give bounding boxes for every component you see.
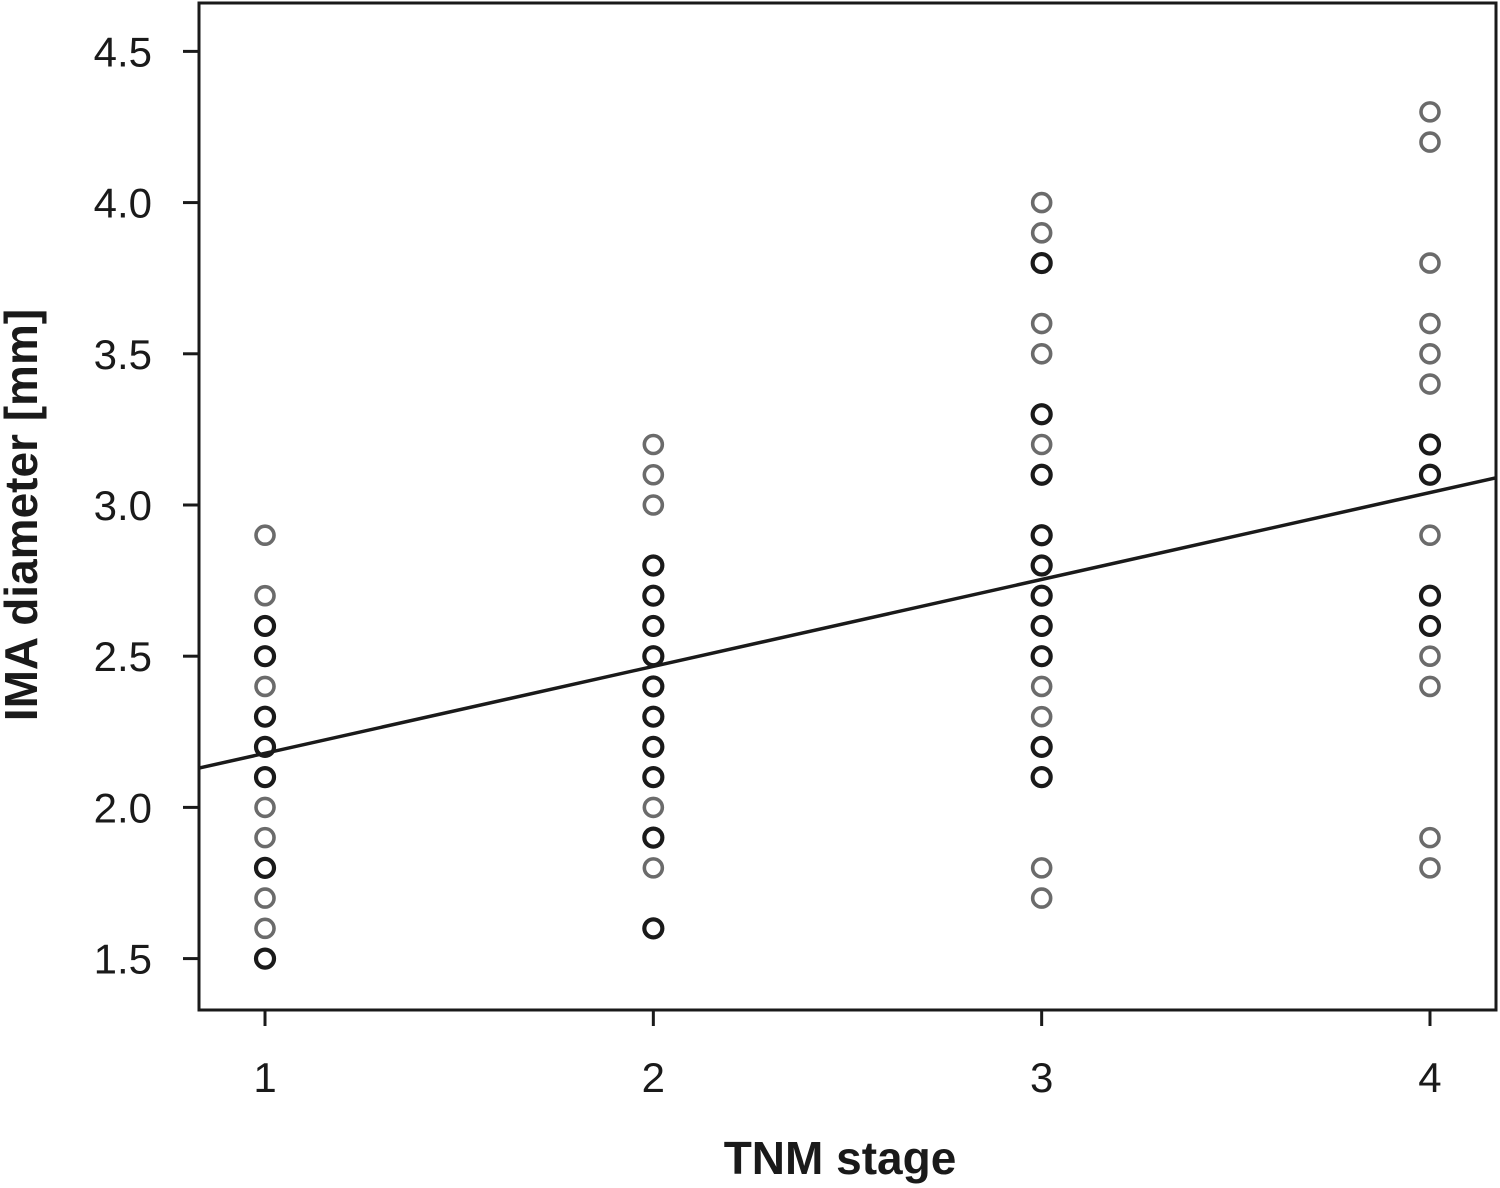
data-point (253, 645, 277, 668)
data-point (642, 826, 665, 849)
x-tick-label: 3 (1030, 1054, 1053, 1101)
y-tick-label: 1.5 (94, 936, 152, 983)
data-point (1418, 433, 1442, 456)
data-point (254, 524, 276, 547)
data-point (1419, 675, 1441, 698)
data-point (642, 494, 665, 516)
data-point (1030, 403, 1053, 426)
data-point (642, 584, 665, 607)
data-point (1030, 675, 1053, 698)
data-point (1419, 101, 1441, 123)
data-point (1030, 887, 1053, 909)
data-point (1030, 251, 1053, 275)
data-point (1418, 584, 1442, 607)
data-point (1419, 252, 1441, 274)
data-point (642, 614, 665, 638)
data-point (254, 796, 276, 819)
data-point (1419, 312, 1441, 335)
data-point (642, 675, 665, 698)
regression-line (198, 476, 1497, 770)
data-point (254, 675, 276, 698)
data-point (642, 735, 665, 759)
data-point (1419, 373, 1441, 395)
y-axis: 1.5 2.0 2.5 3.0 3.5 4.0 4.5 (94, 28, 199, 983)
data-point (1030, 584, 1053, 607)
data-point (254, 584, 276, 607)
data-point (642, 857, 665, 879)
data-point (1030, 766, 1053, 789)
data-point (1030, 524, 1053, 547)
data-point (1030, 342, 1053, 365)
data-point (253, 947, 277, 970)
x-axis: 1 2 3 4 (253, 1010, 1442, 1101)
y-tick-label: 3.5 (94, 331, 152, 378)
data-points (253, 101, 1442, 970)
data-point (254, 917, 276, 940)
data-point (253, 766, 277, 789)
data-point (1030, 614, 1053, 638)
data-point (1030, 554, 1053, 577)
x-tick-label: 4 (1418, 1054, 1441, 1101)
data-point (1030, 735, 1053, 759)
data-point (642, 796, 665, 819)
data-point (254, 826, 276, 849)
data-point (642, 645, 665, 668)
data-point (1030, 191, 1053, 214)
data-point (1419, 342, 1441, 365)
data-point (1419, 857, 1441, 879)
data-point (1030, 857, 1053, 879)
data-point (1030, 222, 1053, 244)
data-point (253, 735, 277, 759)
data-point (253, 856, 277, 879)
y-tick-label: 2.0 (94, 784, 152, 831)
data-point (642, 433, 665, 456)
data-point (642, 917, 665, 940)
data-point (1030, 463, 1053, 486)
y-tick-label: 2.5 (94, 633, 152, 680)
x-tick-label: 2 (642, 1054, 665, 1101)
data-point (642, 554, 665, 577)
y-tick-label: 4.0 (94, 180, 152, 227)
data-point (1030, 433, 1053, 456)
x-axis-title: TNM stage (724, 1132, 957, 1184)
data-point (253, 705, 277, 728)
data-point (642, 463, 665, 486)
data-point (642, 766, 665, 789)
data-point (253, 614, 277, 638)
y-axis-title: IMA diameter [mm] (0, 309, 47, 721)
data-point (1419, 524, 1441, 547)
data-point (1030, 312, 1053, 335)
data-point (1419, 645, 1441, 667)
data-point (254, 887, 276, 909)
data-point (1419, 131, 1441, 153)
data-point (642, 705, 665, 728)
y-tick-label: 3.0 (94, 482, 152, 529)
data-point (1030, 705, 1053, 728)
y-tick-label: 4.5 (94, 28, 152, 75)
data-point (1418, 463, 1442, 486)
x-tick-label: 1 (253, 1054, 276, 1101)
plot-frame (197, 1, 1498, 1012)
data-point (1419, 826, 1441, 849)
data-point (1030, 645, 1053, 668)
data-point (1418, 614, 1442, 638)
